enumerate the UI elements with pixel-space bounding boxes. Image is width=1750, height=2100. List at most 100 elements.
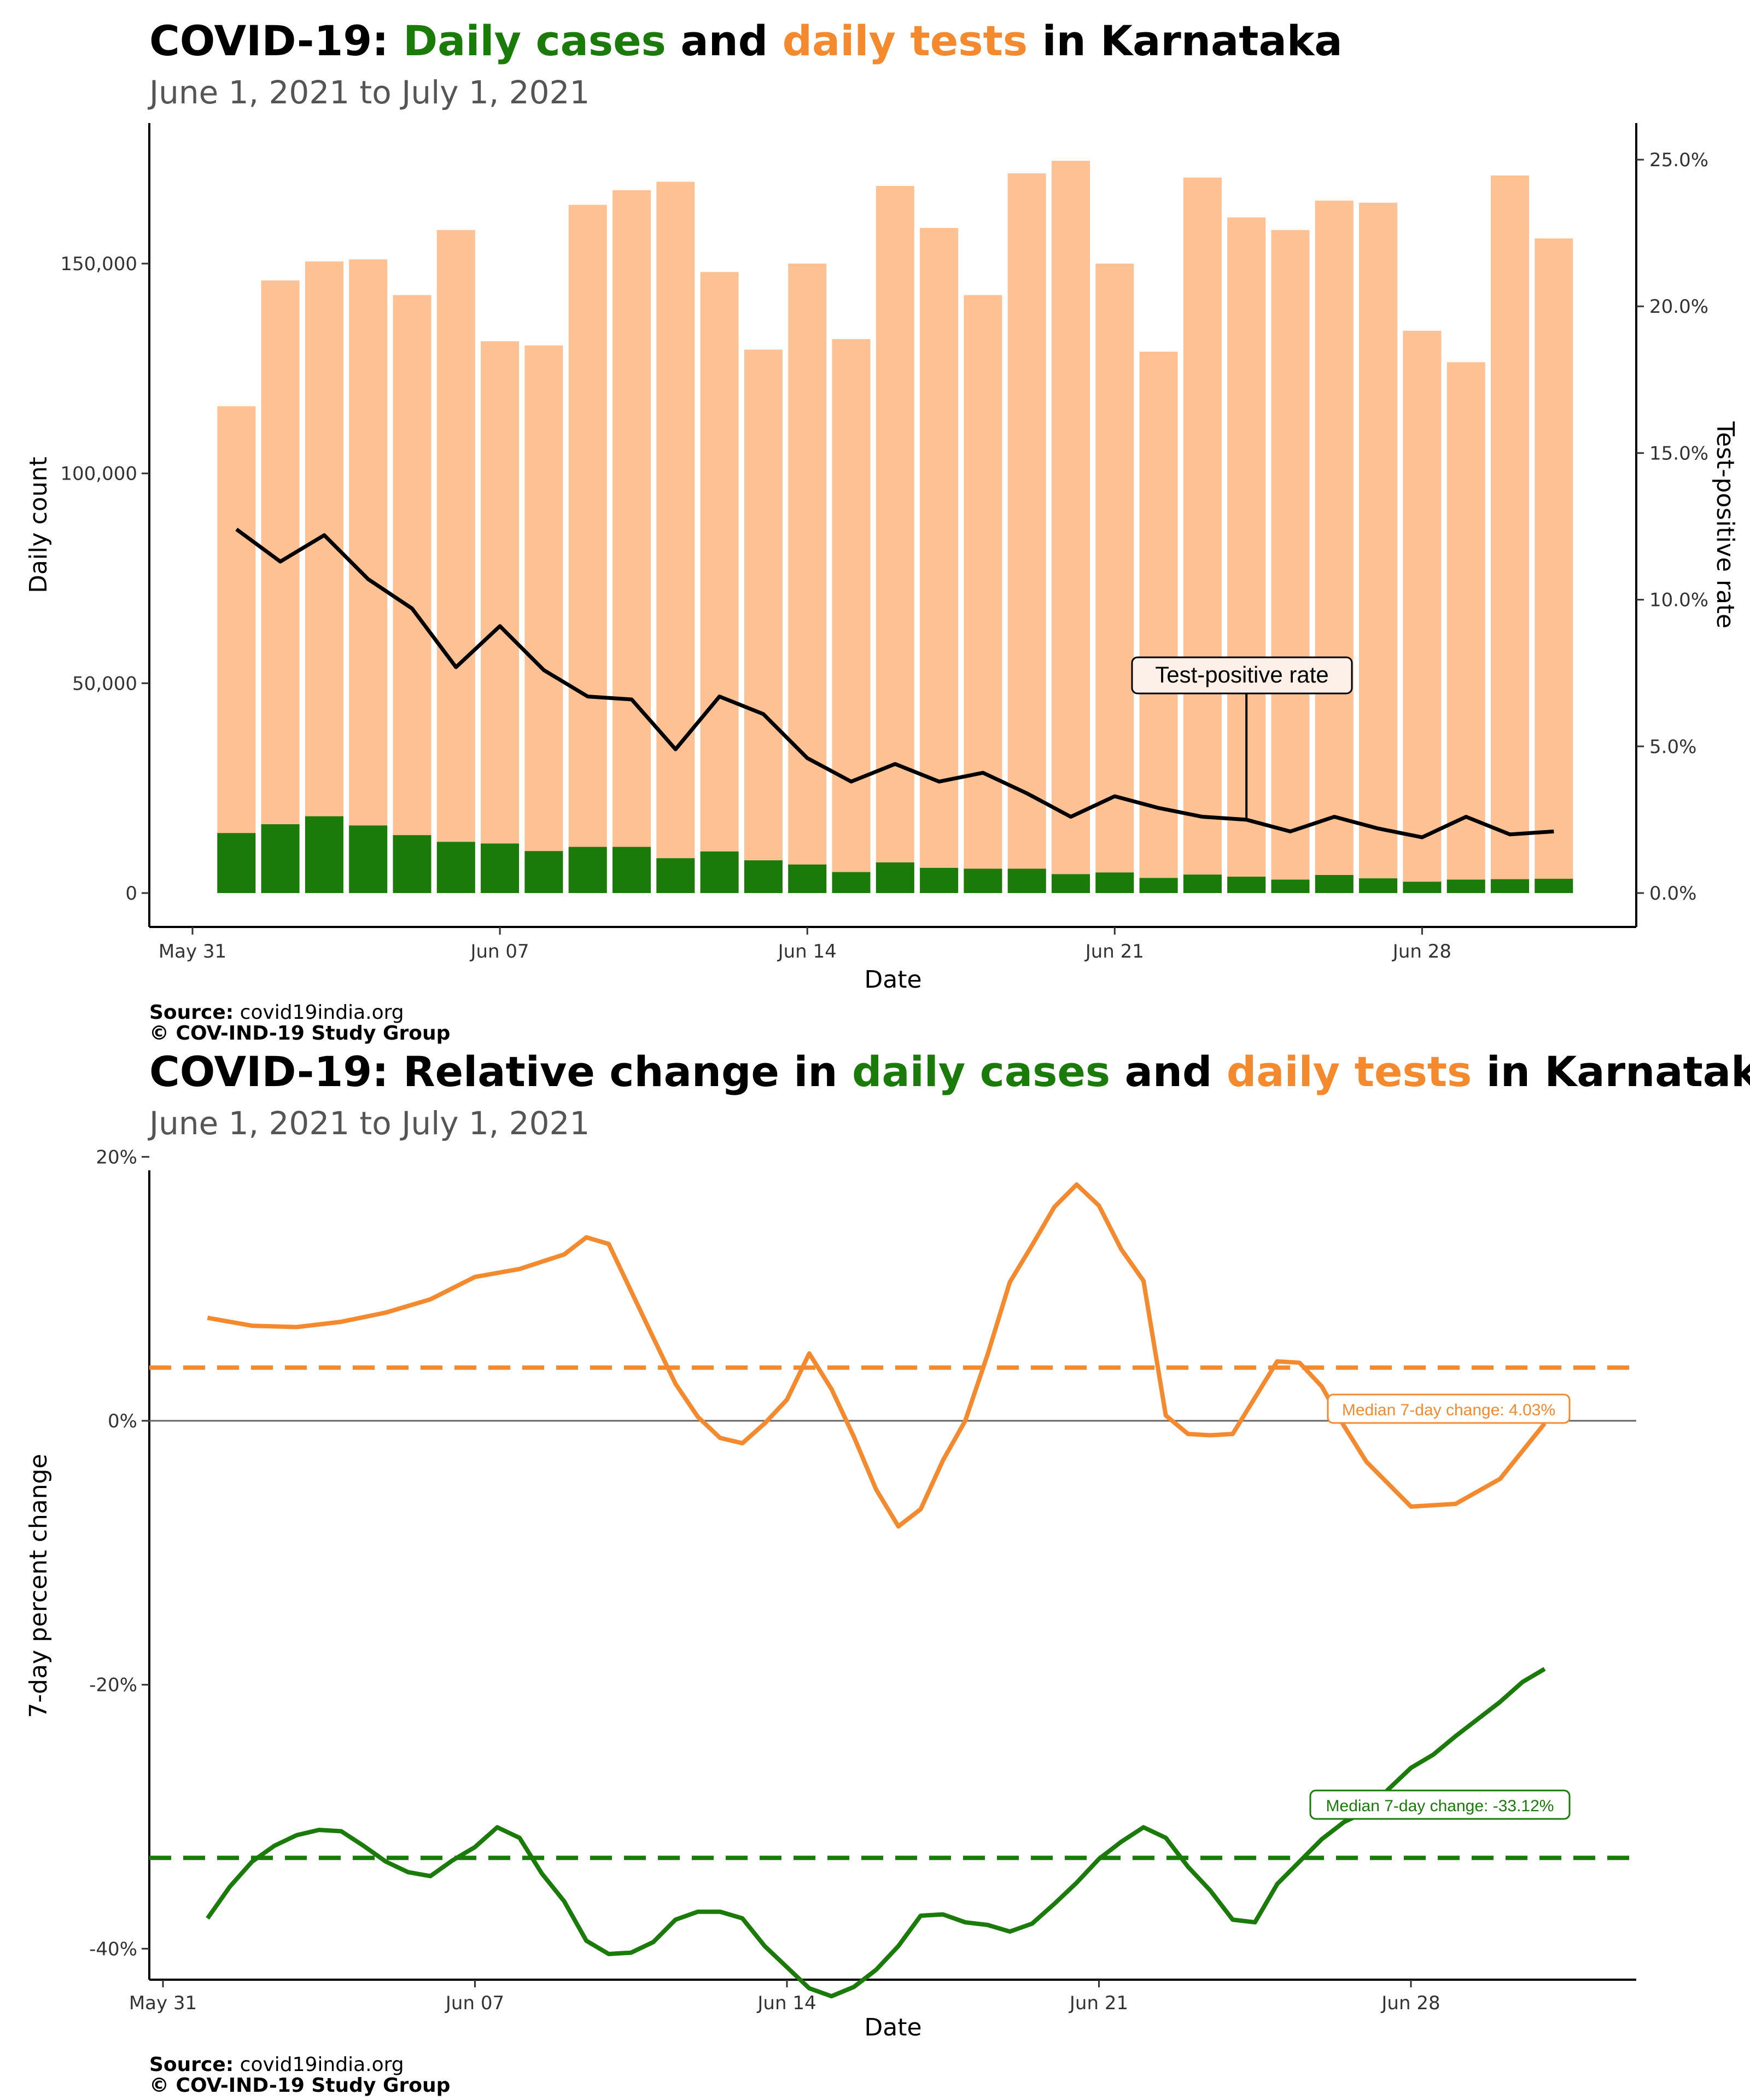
title-prefix: COVID-19: Relative change in <box>149 1047 852 1096</box>
tests-bar <box>524 345 563 893</box>
cases-bar <box>1315 875 1354 893</box>
tests-bar <box>436 230 475 894</box>
tests-bar <box>788 264 827 893</box>
cases-bar <box>700 851 739 893</box>
tests-change-line <box>207 1182 1547 1529</box>
y2-tick-label: 20.0% <box>1649 296 1708 318</box>
copyright-note: © COV-IND-19 Study Group <box>149 2074 451 2097</box>
y-tick-label: -40% <box>89 1938 137 1960</box>
cases-bar <box>1095 872 1134 893</box>
source-label: Source: <box>149 1001 234 1024</box>
cases-bar <box>436 842 475 893</box>
cases-bar <box>1359 878 1398 893</box>
tests-bar <box>217 406 256 893</box>
cases-bar <box>1007 868 1046 893</box>
tests-bar <box>876 186 914 893</box>
cases-bar <box>568 847 607 893</box>
source-note: Source: covid19india.org © COV-IND-19 St… <box>149 1002 450 1044</box>
tests-bar <box>305 261 343 893</box>
title-suffix: in Karnataka <box>1486 1047 1750 1096</box>
tests-bar <box>1052 161 1090 894</box>
y-tick-label: 150,000 <box>60 253 137 275</box>
y-tick-label: 50,000 <box>72 673 137 695</box>
test-positive-rate-line <box>235 528 1554 839</box>
annotation-label: Test-positive rate <box>1155 662 1328 687</box>
title-cases: Daily cases <box>403 16 666 65</box>
y-axis-title: 7-day percent change <box>25 1454 52 1718</box>
cases-bar <box>920 867 959 893</box>
y2-tick-label: 15.0% <box>1649 442 1708 464</box>
x-tick-label: Jun 21 <box>1084 941 1144 962</box>
source-label: Source: <box>149 2054 234 2076</box>
tests-bar <box>568 205 607 893</box>
y2-axis-title: Test-positive rate <box>1711 421 1739 628</box>
x-tick-label: Jun 07 <box>469 941 529 962</box>
y-axis-title: Daily count <box>25 457 52 593</box>
tests-bar <box>744 349 783 893</box>
title-prefix: COVID-19: <box>149 16 404 65</box>
tests-bar <box>700 272 739 893</box>
cases-bar <box>261 824 300 893</box>
cases-median-label: Median 7-day change: -33.12% <box>1326 1797 1554 1815</box>
y-tick-label: 100,000 <box>60 463 137 485</box>
cases-bar <box>832 872 871 893</box>
title-suffix: in Karnataka <box>1028 16 1343 65</box>
x-tick-label: Jun 21 <box>1069 1992 1128 2014</box>
tests-bar <box>481 341 520 893</box>
tests-median-label-box <box>1327 1393 1571 1424</box>
tests-bar <box>832 339 871 893</box>
x-tick-label: Jun 14 <box>756 1992 816 2014</box>
cases-bar <box>393 835 431 893</box>
cases-bar <box>481 843 520 893</box>
x-tick-label: May 31 <box>159 941 226 962</box>
x-axis-title: Date <box>864 966 921 994</box>
tests-bar <box>1315 200 1354 893</box>
cases-median-label-box <box>1309 1789 1571 1820</box>
chart-subtitle: June 1, 2021 to July 1, 2021 <box>149 74 590 111</box>
x-tick-label: Jun 28 <box>1380 1992 1440 2014</box>
daily-cases-tests-panel: COVID-19: Daily cases and daily tests in… <box>0 0 1750 1044</box>
tests-bar <box>349 259 388 893</box>
title-cases: daily cases <box>852 1047 1111 1096</box>
y-tick-label: 20% <box>96 1146 137 1168</box>
tests-bar <box>1183 177 1222 893</box>
cases-bar <box>349 825 388 893</box>
chart-subtitle: June 1, 2021 to July 1, 2021 <box>149 1105 590 1142</box>
daily-counts-chart: Test-positive rate 0 50,000 100,000 150,000 0… <box>25 123 1739 994</box>
title-and: and <box>1110 1047 1227 1096</box>
cases-bar <box>788 864 827 893</box>
tests-bar <box>393 295 431 893</box>
cases-bar <box>656 858 695 893</box>
tests-bar <box>920 228 959 894</box>
cases-bar <box>305 816 343 893</box>
x-tick-label: May 31 <box>129 1992 197 2014</box>
y2-tick-label: 25.0% <box>1649 149 1708 171</box>
y-tick-label: -20% <box>89 1675 137 1696</box>
cases-bar <box>524 851 563 893</box>
tests-bar <box>656 182 695 893</box>
tests-bar <box>612 190 651 893</box>
tests-bar <box>1403 330 1442 893</box>
cases-bar <box>1491 879 1529 893</box>
cases-bar <box>1535 878 1573 893</box>
copyright-note: © COV-IND-19 Study Group <box>149 1022 451 1045</box>
chart-title: COVID-19: Relative change in daily cases… <box>149 1047 1750 1096</box>
tests-bar <box>261 280 300 893</box>
tests-bar <box>1491 175 1529 893</box>
x-tick-label: Jun 28 <box>1392 941 1451 962</box>
tests-median-label: Median 7-day change: 4.03% <box>1342 1401 1555 1419</box>
cases-bar <box>1271 879 1310 893</box>
x-tick-label: Jun 14 <box>777 941 837 962</box>
cases-bar <box>964 868 1002 893</box>
cases-bar <box>612 847 651 893</box>
tests-bar <box>1095 264 1134 893</box>
cases-bar <box>217 833 256 893</box>
y-tick-label: 0 <box>125 883 137 905</box>
title-and: and <box>666 16 783 65</box>
cases-bar <box>1183 874 1222 893</box>
cases-bar <box>1403 882 1442 893</box>
title-tests: daily tests <box>782 16 1028 65</box>
x-axis-title: Date <box>864 2014 921 2041</box>
cases-bar <box>1227 877 1266 893</box>
source-value: covid19india.org <box>234 1001 404 1024</box>
